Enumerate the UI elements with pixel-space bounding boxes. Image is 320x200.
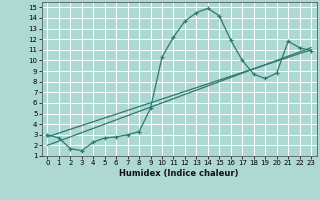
X-axis label: Humidex (Indice chaleur): Humidex (Indice chaleur): [119, 169, 239, 178]
